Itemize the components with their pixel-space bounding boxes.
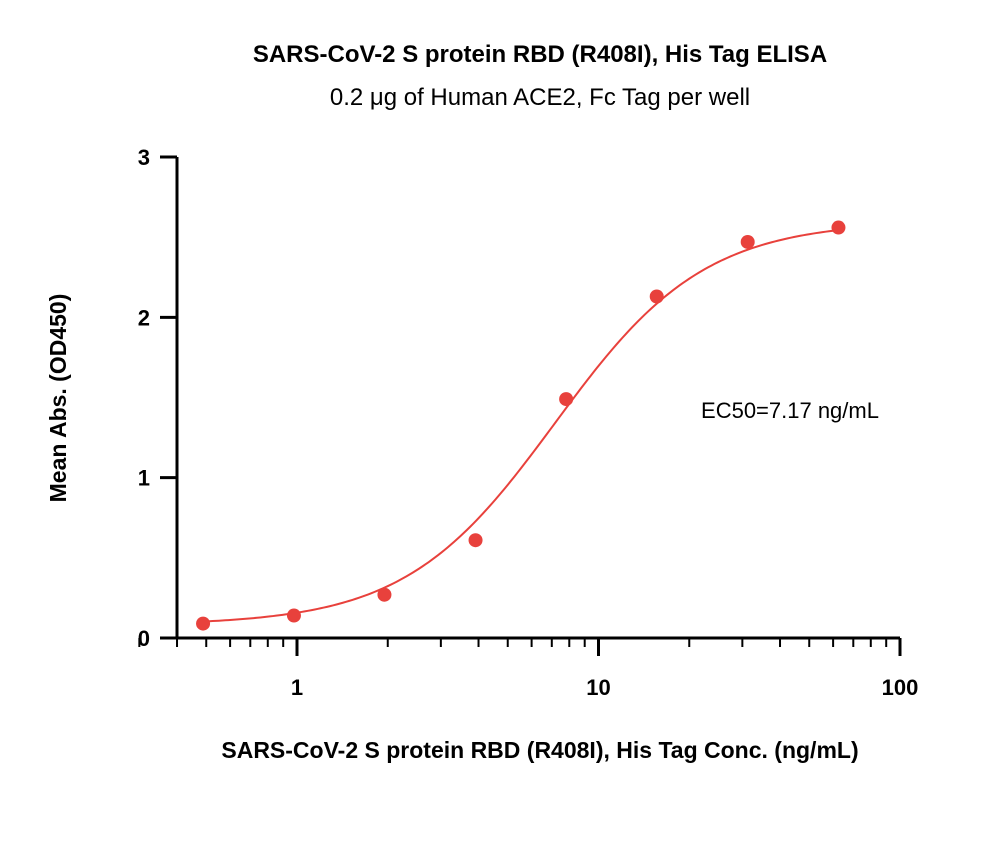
chart-title: SARS-CoV-2 S protein RBD (R408I), His Ta… [253,41,827,68]
data-point [559,392,574,407]
data-point [377,587,392,602]
x-tick-label-10: 10 [586,675,610,700]
x-axis-label: SARS-CoV-2 S protein RBD (R408I), His Ta… [221,737,858,763]
chart-subtitle: 0.2 μg of Human ACE2, Fc Tag per well [330,84,750,111]
fit-curve-layer [203,229,839,623]
y-tick-label-2: 2 [138,305,150,330]
data-point [831,220,846,235]
x-tick-label-100: 100 [882,675,919,700]
data-point [740,234,755,249]
y-tick-label-3: 3 [138,145,150,170]
y-tick-label-0: 0 [138,626,150,651]
y-axis-label: Mean Abs. (OD450) [45,294,71,503]
data-point [468,533,483,548]
data-point [196,616,211,631]
data-point [649,289,664,304]
data-points-layer [196,220,846,631]
x-tick-label-1: 1 [291,675,303,700]
axes-layer: 0 1 2 3 1 10 100 [138,145,919,700]
y-tick-label-1: 1 [138,466,150,491]
ec50-annotation: EC50=7.17 ng/mL [701,398,879,423]
fit-curve [203,229,839,623]
data-point [286,608,301,623]
